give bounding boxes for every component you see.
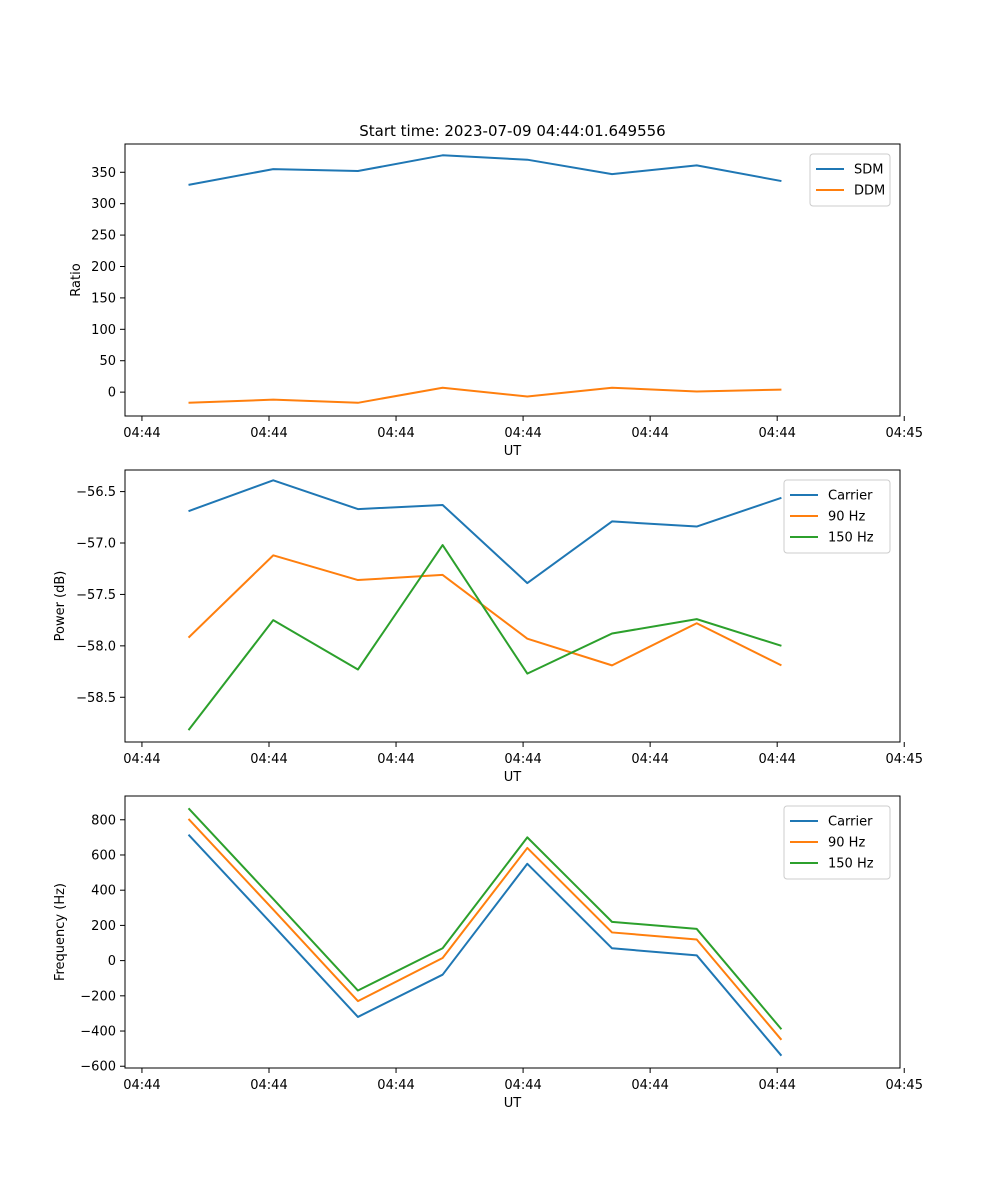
- y-tick-label: 50: [99, 354, 116, 369]
- y-tick-label: 200: [91, 260, 116, 275]
- series-line-90-hz: [187, 818, 783, 1041]
- axes-frame: [124, 143, 901, 417]
- x-tick-label: 04:44: [123, 1078, 160, 1093]
- y-tick-label: −58.5: [76, 691, 116, 706]
- y-tick-label: −56.5: [76, 485, 116, 500]
- legend-box: [783, 805, 891, 880]
- figure-title: Start time: 2023-07-09 04:44:01.649556: [359, 122, 665, 140]
- x-tick-label: 04:44: [631, 1078, 668, 1093]
- x-tick-label: 04:44: [504, 1078, 541, 1093]
- y-tick-label: −57.5: [76, 588, 116, 603]
- y-tick-label: 600: [91, 848, 116, 863]
- y-tick-label: −58.0: [76, 639, 116, 654]
- legend-label: Carrier: [828, 815, 873, 830]
- x-tick-label: 04:44: [250, 1078, 287, 1093]
- x-tick-label: 04:44: [250, 426, 287, 441]
- axes-frame: [124, 469, 901, 743]
- y-tick-label: 0: [108, 954, 116, 969]
- x-tick-label: 04:44: [250, 752, 287, 767]
- series-line-sdm: [188, 154, 782, 186]
- x-tick-label: 04:45: [886, 426, 923, 441]
- x-axis-label: UT: [504, 1096, 522, 1111]
- y-tick-label: −57.0: [76, 537, 116, 552]
- y-tick-label: 400: [91, 884, 116, 899]
- axes-frame: [124, 795, 901, 1069]
- series-line-150-hz: [187, 807, 783, 1030]
- legend-label: 90 Hz: [828, 510, 865, 525]
- legend-label: 90 Hz: [828, 836, 865, 851]
- subplot-1: 04:44 04:44 04:44 04:44 04:44 04:44 04:45 0 50 10…: [69, 143, 923, 459]
- x-tick-label: 04:44: [377, 426, 414, 441]
- legend-label: SDM: [854, 163, 883, 178]
- series-line-carrier: [188, 479, 782, 585]
- x-tick-label: 04:44: [758, 1078, 795, 1093]
- x-tick-label: 04:44: [123, 752, 160, 767]
- series-line-150-hz: [187, 544, 782, 731]
- legend: Carrier 90 Hz 150 Hz: [783, 479, 891, 554]
- y-tick-label: 300: [91, 197, 116, 212]
- legend-label: DDM: [854, 184, 885, 199]
- y-tick-label: 350: [91, 166, 116, 181]
- y-tick-label: 100: [91, 323, 116, 338]
- x-tick-label: 04:45: [886, 1078, 923, 1093]
- x-tick-label: 04:44: [504, 752, 541, 767]
- legend-label: Carrier: [828, 489, 873, 504]
- y-tick-label: 250: [91, 229, 116, 244]
- y-axis-label: Ratio: [69, 263, 84, 296]
- x-tick-label: 04:44: [377, 752, 414, 767]
- legend-label: 150 Hz: [828, 857, 874, 872]
- y-tick-label: 0: [108, 386, 116, 401]
- y-tick-label: −400: [80, 1025, 116, 1040]
- y-tick-label: −600: [80, 1060, 116, 1075]
- series-line-ddm: [188, 386, 782, 404]
- legend: Carrier 90 Hz 150 Hz: [783, 805, 891, 880]
- y-tick-label: 150: [91, 291, 116, 306]
- legend-label: 150 Hz: [828, 531, 874, 546]
- x-tick-label: 04:44: [631, 752, 668, 767]
- legend-box: [809, 153, 891, 207]
- x-tick-label: 04:44: [123, 426, 160, 441]
- x-tick-label: 04:44: [631, 426, 668, 441]
- x-tick-label: 04:45: [886, 752, 923, 767]
- y-tick-label: 800: [91, 813, 116, 828]
- subplots: 04:44 04:44 04:44 04:44 04:44 04:44 04:45 0 50 10…: [53, 143, 923, 1111]
- series-line-carrier: [187, 834, 783, 1057]
- y-tick-label: 200: [91, 919, 116, 934]
- x-axis-label: UT: [504, 770, 522, 785]
- x-tick-label: 04:44: [504, 426, 541, 441]
- x-tick-label: 04:44: [758, 426, 795, 441]
- x-tick-label: 04:44: [758, 752, 795, 767]
- subplot-2: 04:44 04:44 04:44 04:44 04:44 04:44 04:45 −58.5…: [53, 469, 923, 785]
- subplot-3: 04:44 04:44 04:44 04:44 04:44 04:44 04:45 −600 −…: [53, 795, 923, 1111]
- x-axis-label: UT: [504, 444, 522, 459]
- legend: SDM DDM: [809, 153, 891, 207]
- series-line-90-hz: [187, 554, 782, 667]
- y-axis-label: Power (dB): [53, 571, 68, 642]
- legend-box: [783, 479, 891, 554]
- y-axis-label: Frequency (Hz): [53, 883, 68, 981]
- y-tick-label: −200: [80, 989, 116, 1004]
- x-tick-label: 04:44: [377, 1078, 414, 1093]
